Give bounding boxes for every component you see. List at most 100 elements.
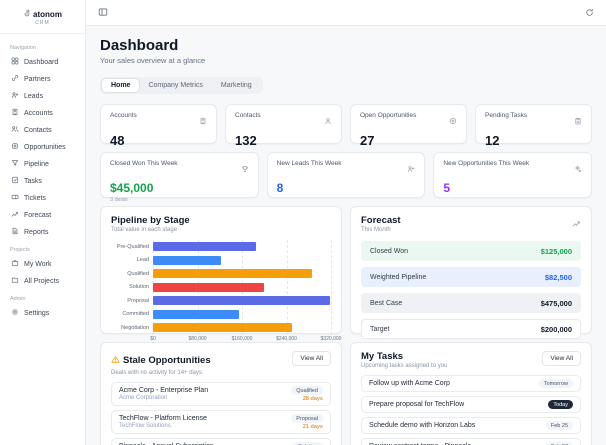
- logo-text: atonom: [33, 9, 62, 19]
- sidebar-item-label: Tickets: [24, 194, 46, 202]
- ticket-icon: [11, 193, 19, 203]
- app-logo: atonom CRM: [0, 9, 85, 34]
- sidebar-toggle-icon[interactable]: [98, 4, 108, 22]
- kpi-label: Accounts: [110, 112, 137, 119]
- logo-subtitle: CRM: [35, 20, 50, 26]
- sidebar-item-pipeline[interactable]: Pipeline: [7, 156, 78, 172]
- sidebar-item-opportunities[interactable]: Opportunities: [7, 139, 78, 155]
- sidebar-item-tasks[interactable]: Tasks: [7, 173, 78, 189]
- stage-badge: Solution: [293, 442, 323, 445]
- stat-card-new-opportunities: New Opportunities This Week 5: [433, 152, 593, 198]
- nav-section-label: Navigation: [10, 45, 36, 51]
- bar-chart: Pre-Qualified Lead Qualified Solution Pr…: [111, 240, 341, 343]
- stat-value: 8: [276, 181, 284, 195]
- stale-item[interactable]: Pinnacle - Annual SubscriptionPinnacle I…: [111, 438, 331, 445]
- target-icon: [11, 142, 19, 152]
- tasks-title: My Tasks: [361, 351, 404, 362]
- task-name: Review contract terms - Pinnacle: [369, 443, 471, 445]
- due-badge: Feb 27: [545, 442, 573, 445]
- stale-subtitle: Deals with no activity for 14+ days: [111, 370, 202, 376]
- sidebar-item-label: Tasks: [24, 177, 42, 185]
- bar-proposal: [153, 296, 330, 306]
- check-square-icon: [11, 176, 19, 186]
- sidebar-item-label: Opportunities: [24, 143, 66, 151]
- partners-icon: [11, 74, 19, 84]
- clipboard-icon: [574, 112, 582, 130]
- task-item[interactable]: Prepare proposal for TechFlow Today: [361, 396, 581, 413]
- sidebar-item-leads[interactable]: Leads: [7, 88, 78, 104]
- task-name: Prepare proposal for TechFlow: [369, 401, 465, 408]
- x-tick-label: $320,000: [320, 335, 342, 342]
- stat-value: 5: [443, 181, 451, 195]
- tab-marketing[interactable]: Marketing: [220, 82, 252, 89]
- forecast-row-closed-won: Closed Won $125,000: [361, 241, 581, 261]
- gridline: [331, 240, 332, 335]
- stage-badge: Qualified: [291, 386, 323, 395]
- stat-card-closed-won: Closed Won This Week $45,000 3 deals: [100, 152, 259, 203]
- opportunity-name: Pinnacle - Annual Subscription: [119, 443, 214, 445]
- nav-section-label: Admin: [10, 296, 26, 302]
- stale-view-all-button[interactable]: View All: [292, 351, 331, 366]
- sidebar-item-label: Dashboard: [24, 58, 59, 66]
- dashboard-content: Dashboard Your sales overview at a glanc…: [86, 26, 606, 445]
- sidebar-item-partners[interactable]: Partners: [7, 71, 78, 87]
- sidebar-item-label: Forecast: [24, 211, 52, 219]
- tab-home[interactable]: Home: [102, 79, 140, 92]
- sidebar-item-accounts[interactable]: Accounts: [7, 105, 78, 121]
- sidebar-item-contacts[interactable]: Contacts: [7, 122, 78, 138]
- forecast-value: $125,000: [540, 246, 572, 256]
- bar-committed: [153, 309, 240, 319]
- sidebar-item-my-work[interactable]: My Work: [7, 256, 78, 272]
- bar-solution: [153, 282, 265, 292]
- bar-negotiation: [153, 323, 293, 333]
- document-icon: [11, 227, 19, 237]
- stat-label: Closed Won This Week: [110, 160, 178, 167]
- folder-icon: [11, 276, 19, 286]
- forecast-row-target: Target $200,000: [361, 319, 581, 339]
- sidebar-item-label: Leads: [24, 92, 44, 100]
- due-badge: Today: [548, 400, 573, 409]
- kpi-label: Contacts: [235, 112, 261, 119]
- stale-item[interactable]: TechFlow - Platform License TechFlow Solu…: [111, 410, 331, 434]
- due-badge: Tomorrow: [538, 379, 573, 388]
- forecast-label: Closed Won: [370, 247, 409, 255]
- charts-row: Pipeline by Stage Total value in each st…: [100, 206, 592, 342]
- due-badge: Feb 25: [545, 421, 573, 430]
- refresh-icon[interactable]: [585, 4, 594, 22]
- task-item[interactable]: Follow up with Acme Corp Tomorrow: [361, 375, 581, 392]
- y-tick-label: Lead: [136, 257, 149, 264]
- tab-company-metrics[interactable]: Company Metrics: [148, 82, 203, 89]
- bar-qualified: [153, 269, 312, 279]
- logo-icon: [23, 9, 31, 19]
- trend-up-icon: [572, 215, 581, 233]
- dashboard-icon: [11, 57, 19, 67]
- sidebar-item-reports[interactable]: Reports: [7, 224, 78, 240]
- chart-y-axis: Pre-Qualified Lead Qualified Solution Pr…: [111, 240, 153, 343]
- sidebar-item-settings[interactable]: Settings: [7, 305, 78, 321]
- task-name: Follow up with Acme Corp: [369, 380, 450, 387]
- sidebar-item-tickets[interactable]: Tickets: [7, 190, 78, 206]
- user-icon: [324, 112, 332, 130]
- tasks-view-all-button[interactable]: View All: [542, 351, 581, 366]
- kpi-value: 48: [110, 133, 125, 148]
- task-name: Schedule demo with Horizon Labs: [369, 422, 476, 429]
- task-item[interactable]: Review contract terms - Pinnacle Feb 27: [361, 438, 581, 445]
- forecast-subtitle: This Month: [361, 227, 391, 233]
- stale-opportunities-card: Stale Opportunities Deals with no activi…: [100, 342, 342, 445]
- days-stale: 21 days: [302, 424, 323, 430]
- gear-icon: [11, 308, 19, 318]
- kpi-value: 12: [485, 133, 500, 148]
- chart-subtitle: Total value in each stage: [111, 227, 178, 233]
- sidebar-item-forecast[interactable]: Forecast: [7, 207, 78, 223]
- sidebar-item-all-projects[interactable]: All Projects: [7, 273, 78, 289]
- target-icon: [449, 112, 457, 130]
- sidebar-item-label: Accounts: [24, 109, 53, 117]
- stale-item[interactable]: Acme Corp - Enterprise Plan Acme Corporat…: [111, 382, 331, 406]
- funnel-icon: [11, 159, 19, 169]
- task-item[interactable]: Schedule demo with Horizon Labs Feb 25: [361, 417, 581, 434]
- sidebar-item-dashboard[interactable]: Dashboard: [7, 54, 78, 70]
- kpi-card-open-opportunities: Open Opportunities 27: [350, 104, 467, 148]
- y-tick-label: Committed: [122, 311, 149, 318]
- chart-title: Pipeline by Stage: [111, 215, 190, 226]
- forecast-rows: Closed Won $125,000 Weighted Pipeline $82,…: [361, 241, 581, 339]
